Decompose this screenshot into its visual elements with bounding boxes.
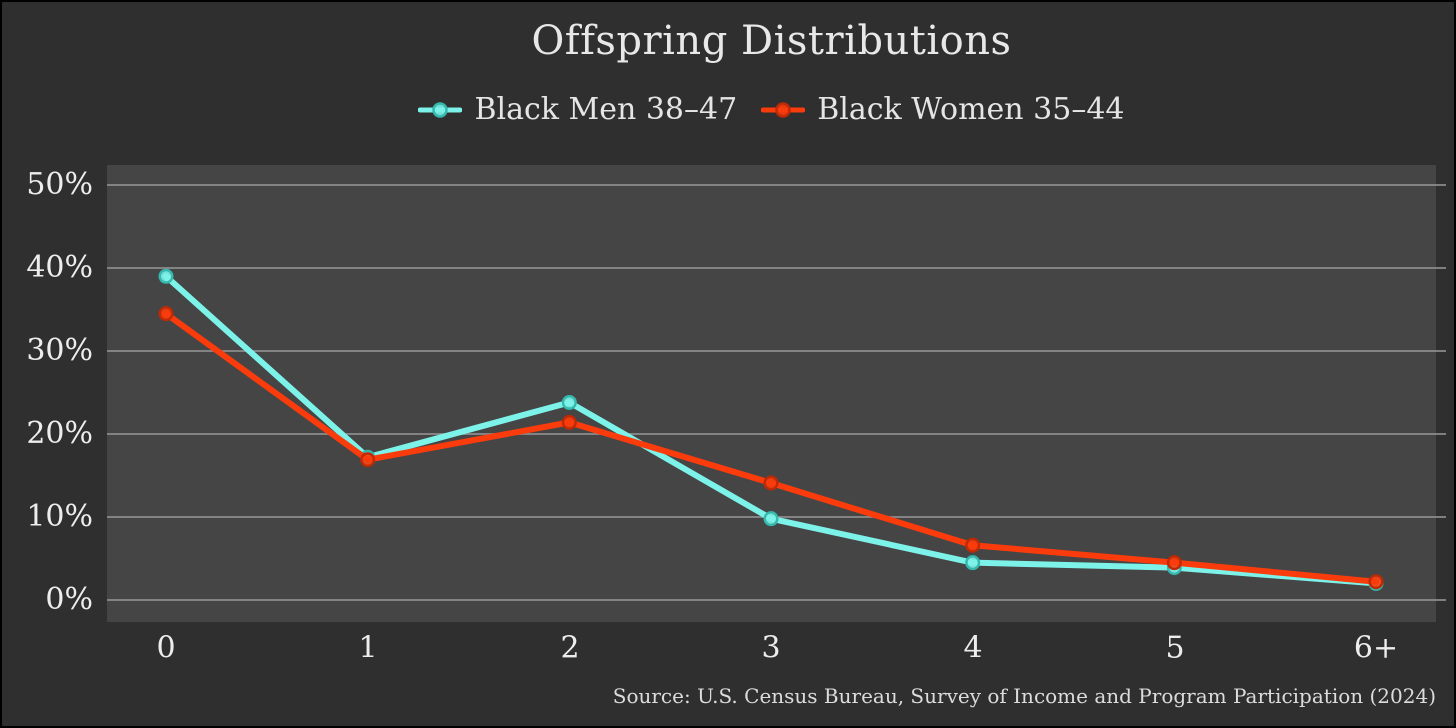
legend: Black Men 38–47 Black Women 35–44 bbox=[107, 92, 1436, 127]
x-tick-label: 6+ bbox=[1353, 630, 1399, 666]
chart-title: Offspring Distributions bbox=[531, 18, 1012, 64]
legend-item-black-women: Black Women 35–44 bbox=[761, 92, 1125, 127]
data-point-marker bbox=[965, 537, 981, 553]
data-point-marker bbox=[763, 475, 779, 491]
legend-label-black-women: Black Women 35–44 bbox=[817, 92, 1125, 127]
source-credit: Source: U.S. Census Bureau, Survey of In… bbox=[612, 684, 1436, 708]
data-point-marker bbox=[561, 414, 577, 430]
x-tick-label: 3 bbox=[761, 630, 781, 666]
data-point-marker bbox=[763, 511, 779, 527]
y-tick-label: 0% bbox=[45, 581, 93, 617]
x-tick-label: 2 bbox=[560, 630, 580, 666]
series-line-1 bbox=[163, 310, 1380, 585]
legend-label-black-men: Black Men 38–47 bbox=[474, 92, 738, 127]
y-tick-label: 20% bbox=[26, 415, 93, 451]
plot-area bbox=[107, 165, 1436, 622]
x-tick-label: 0 bbox=[156, 630, 176, 666]
y-tick-label: 50% bbox=[26, 166, 93, 202]
data-point-marker bbox=[158, 268, 174, 284]
data-point-marker bbox=[360, 452, 376, 468]
x-tick-label: 1 bbox=[358, 630, 378, 666]
legend-line-marker-icon bbox=[418, 101, 463, 118]
series-line-0 bbox=[163, 273, 1380, 587]
data-point-marker bbox=[1166, 555, 1182, 571]
data-point-marker bbox=[158, 306, 174, 322]
y-tick-label: 40% bbox=[26, 249, 93, 285]
legend-line-marker-icon bbox=[761, 101, 806, 118]
x-tick-label: 4 bbox=[963, 630, 983, 666]
data-point-marker bbox=[965, 555, 981, 571]
legend-item-black-men: Black Men 38–47 bbox=[418, 92, 737, 127]
y-tick-label: 30% bbox=[26, 332, 93, 368]
data-point-marker bbox=[1368, 574, 1384, 590]
x-tick-label: 5 bbox=[1165, 630, 1185, 666]
y-tick-label: 10% bbox=[26, 498, 93, 534]
data-point-marker bbox=[561, 394, 577, 410]
